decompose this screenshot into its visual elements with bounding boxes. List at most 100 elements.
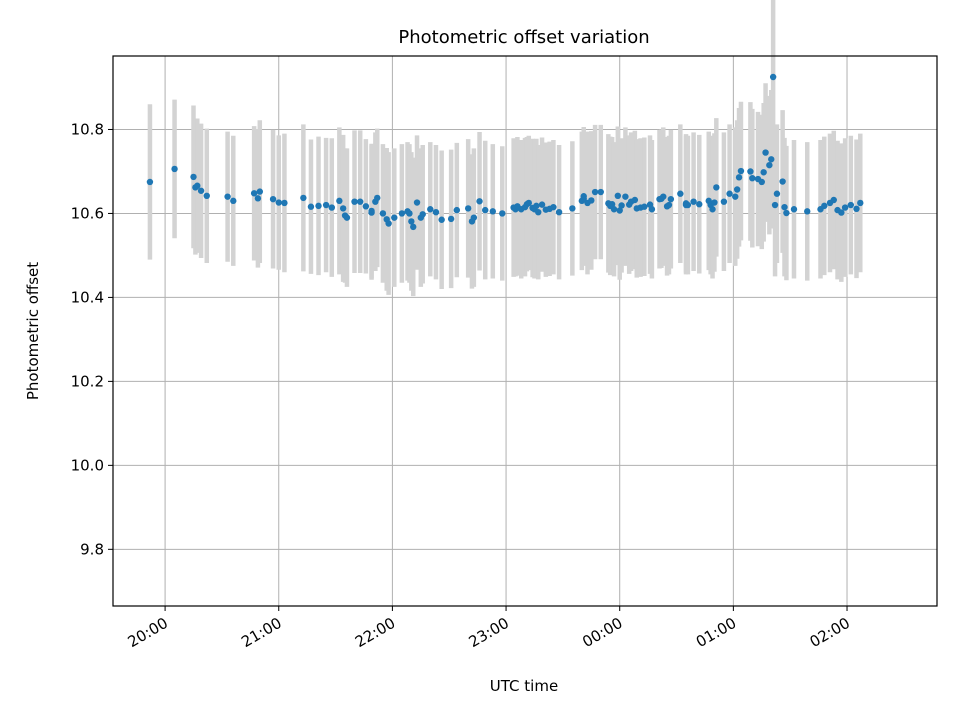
data-point — [608, 201, 616, 208]
data-point — [841, 204, 849, 211]
data-point — [735, 174, 743, 181]
data-point — [766, 161, 773, 169]
data-point — [447, 215, 455, 223]
data-point — [677, 190, 684, 197]
data-point — [410, 223, 417, 231]
chart-title: Photometric offset variation — [398, 27, 649, 48]
data-point — [597, 188, 604, 196]
data-point — [538, 201, 546, 208]
data-point — [432, 208, 440, 216]
data-point — [648, 206, 656, 213]
data-point — [362, 203, 370, 210]
data-point — [406, 210, 413, 217]
data-point — [171, 165, 178, 173]
data-point — [569, 205, 576, 212]
data-point — [747, 168, 754, 175]
data-point — [847, 201, 855, 209]
data-point — [830, 196, 837, 204]
data-point — [622, 193, 629, 200]
data-point — [610, 206, 618, 213]
data-point — [737, 167, 745, 175]
data-point — [336, 197, 343, 205]
data-point — [453, 206, 461, 214]
data-point — [733, 186, 741, 193]
data-point — [660, 193, 667, 200]
data-point — [684, 201, 692, 209]
data-point — [368, 207, 375, 215]
y-tick-label: 10.8 — [71, 120, 104, 138]
data-point — [771, 201, 779, 209]
data-point — [711, 199, 718, 206]
data-point — [790, 206, 798, 213]
data-point — [713, 184, 720, 191]
data-point — [580, 193, 587, 200]
data-point — [838, 209, 845, 216]
data-point — [591, 188, 599, 196]
data-point — [535, 208, 542, 216]
data-point — [307, 203, 315, 210]
data-point — [339, 205, 347, 212]
data-point — [769, 73, 777, 81]
y-tick-label: 10.6 — [71, 204, 104, 222]
data-point — [190, 173, 197, 181]
data-point — [343, 214, 351, 221]
data-point — [482, 206, 489, 214]
y-axis-ticks: 9.8 10.0 10.2 10.4 10.6 10.8 — [71, 120, 113, 558]
data-point — [427, 206, 434, 213]
data-point — [821, 202, 828, 210]
y-tick-label: 9.8 — [80, 540, 104, 558]
data-point — [749, 174, 756, 182]
data-point — [194, 182, 201, 189]
y-tick-label: 10.2 — [71, 372, 104, 390]
data-point — [760, 169, 767, 176]
data-point — [667, 195, 675, 203]
data-point — [550, 203, 557, 211]
data-point — [391, 214, 398, 221]
x-axis-label: UTC time — [490, 677, 558, 695]
data-point — [696, 201, 703, 208]
data-point — [525, 199, 532, 207]
y-tick-label: 10.4 — [71, 288, 104, 306]
y-tick-label: 10.0 — [71, 456, 104, 474]
data-point — [588, 197, 595, 204]
data-point — [690, 198, 697, 205]
data-point — [269, 195, 277, 203]
data-point — [720, 198, 728, 205]
data-point — [726, 190, 733, 197]
data-point — [275, 199, 282, 206]
data-point — [641, 203, 648, 210]
data-point — [489, 208, 496, 215]
data-point — [783, 209, 790, 217]
data-point — [322, 201, 330, 209]
data-point — [328, 204, 335, 211]
data-point — [533, 202, 540, 210]
data-point — [631, 196, 639, 204]
data-point — [256, 188, 264, 195]
data-point — [254, 195, 262, 202]
data-point — [146, 178, 154, 186]
data-point — [768, 156, 775, 163]
data-point — [281, 199, 288, 207]
data-point — [499, 210, 506, 217]
data-point — [853, 205, 860, 213]
data-point — [555, 208, 563, 216]
data-point — [385, 220, 392, 227]
data-point — [357, 198, 364, 205]
data-point — [470, 214, 478, 221]
data-point — [224, 193, 231, 200]
plot-frame — [112, 55, 938, 607]
data-point — [614, 192, 622, 200]
data-point — [379, 210, 387, 217]
data-point — [781, 203, 788, 211]
data-point — [709, 206, 716, 213]
point-layer — [146, 73, 864, 231]
data-point — [408, 218, 415, 225]
data-point — [197, 187, 205, 194]
data-point — [762, 149, 769, 156]
data-point — [773, 190, 781, 197]
data-point — [351, 198, 358, 205]
data-point — [230, 197, 237, 205]
data-point — [857, 199, 864, 207]
data-point — [804, 208, 811, 215]
